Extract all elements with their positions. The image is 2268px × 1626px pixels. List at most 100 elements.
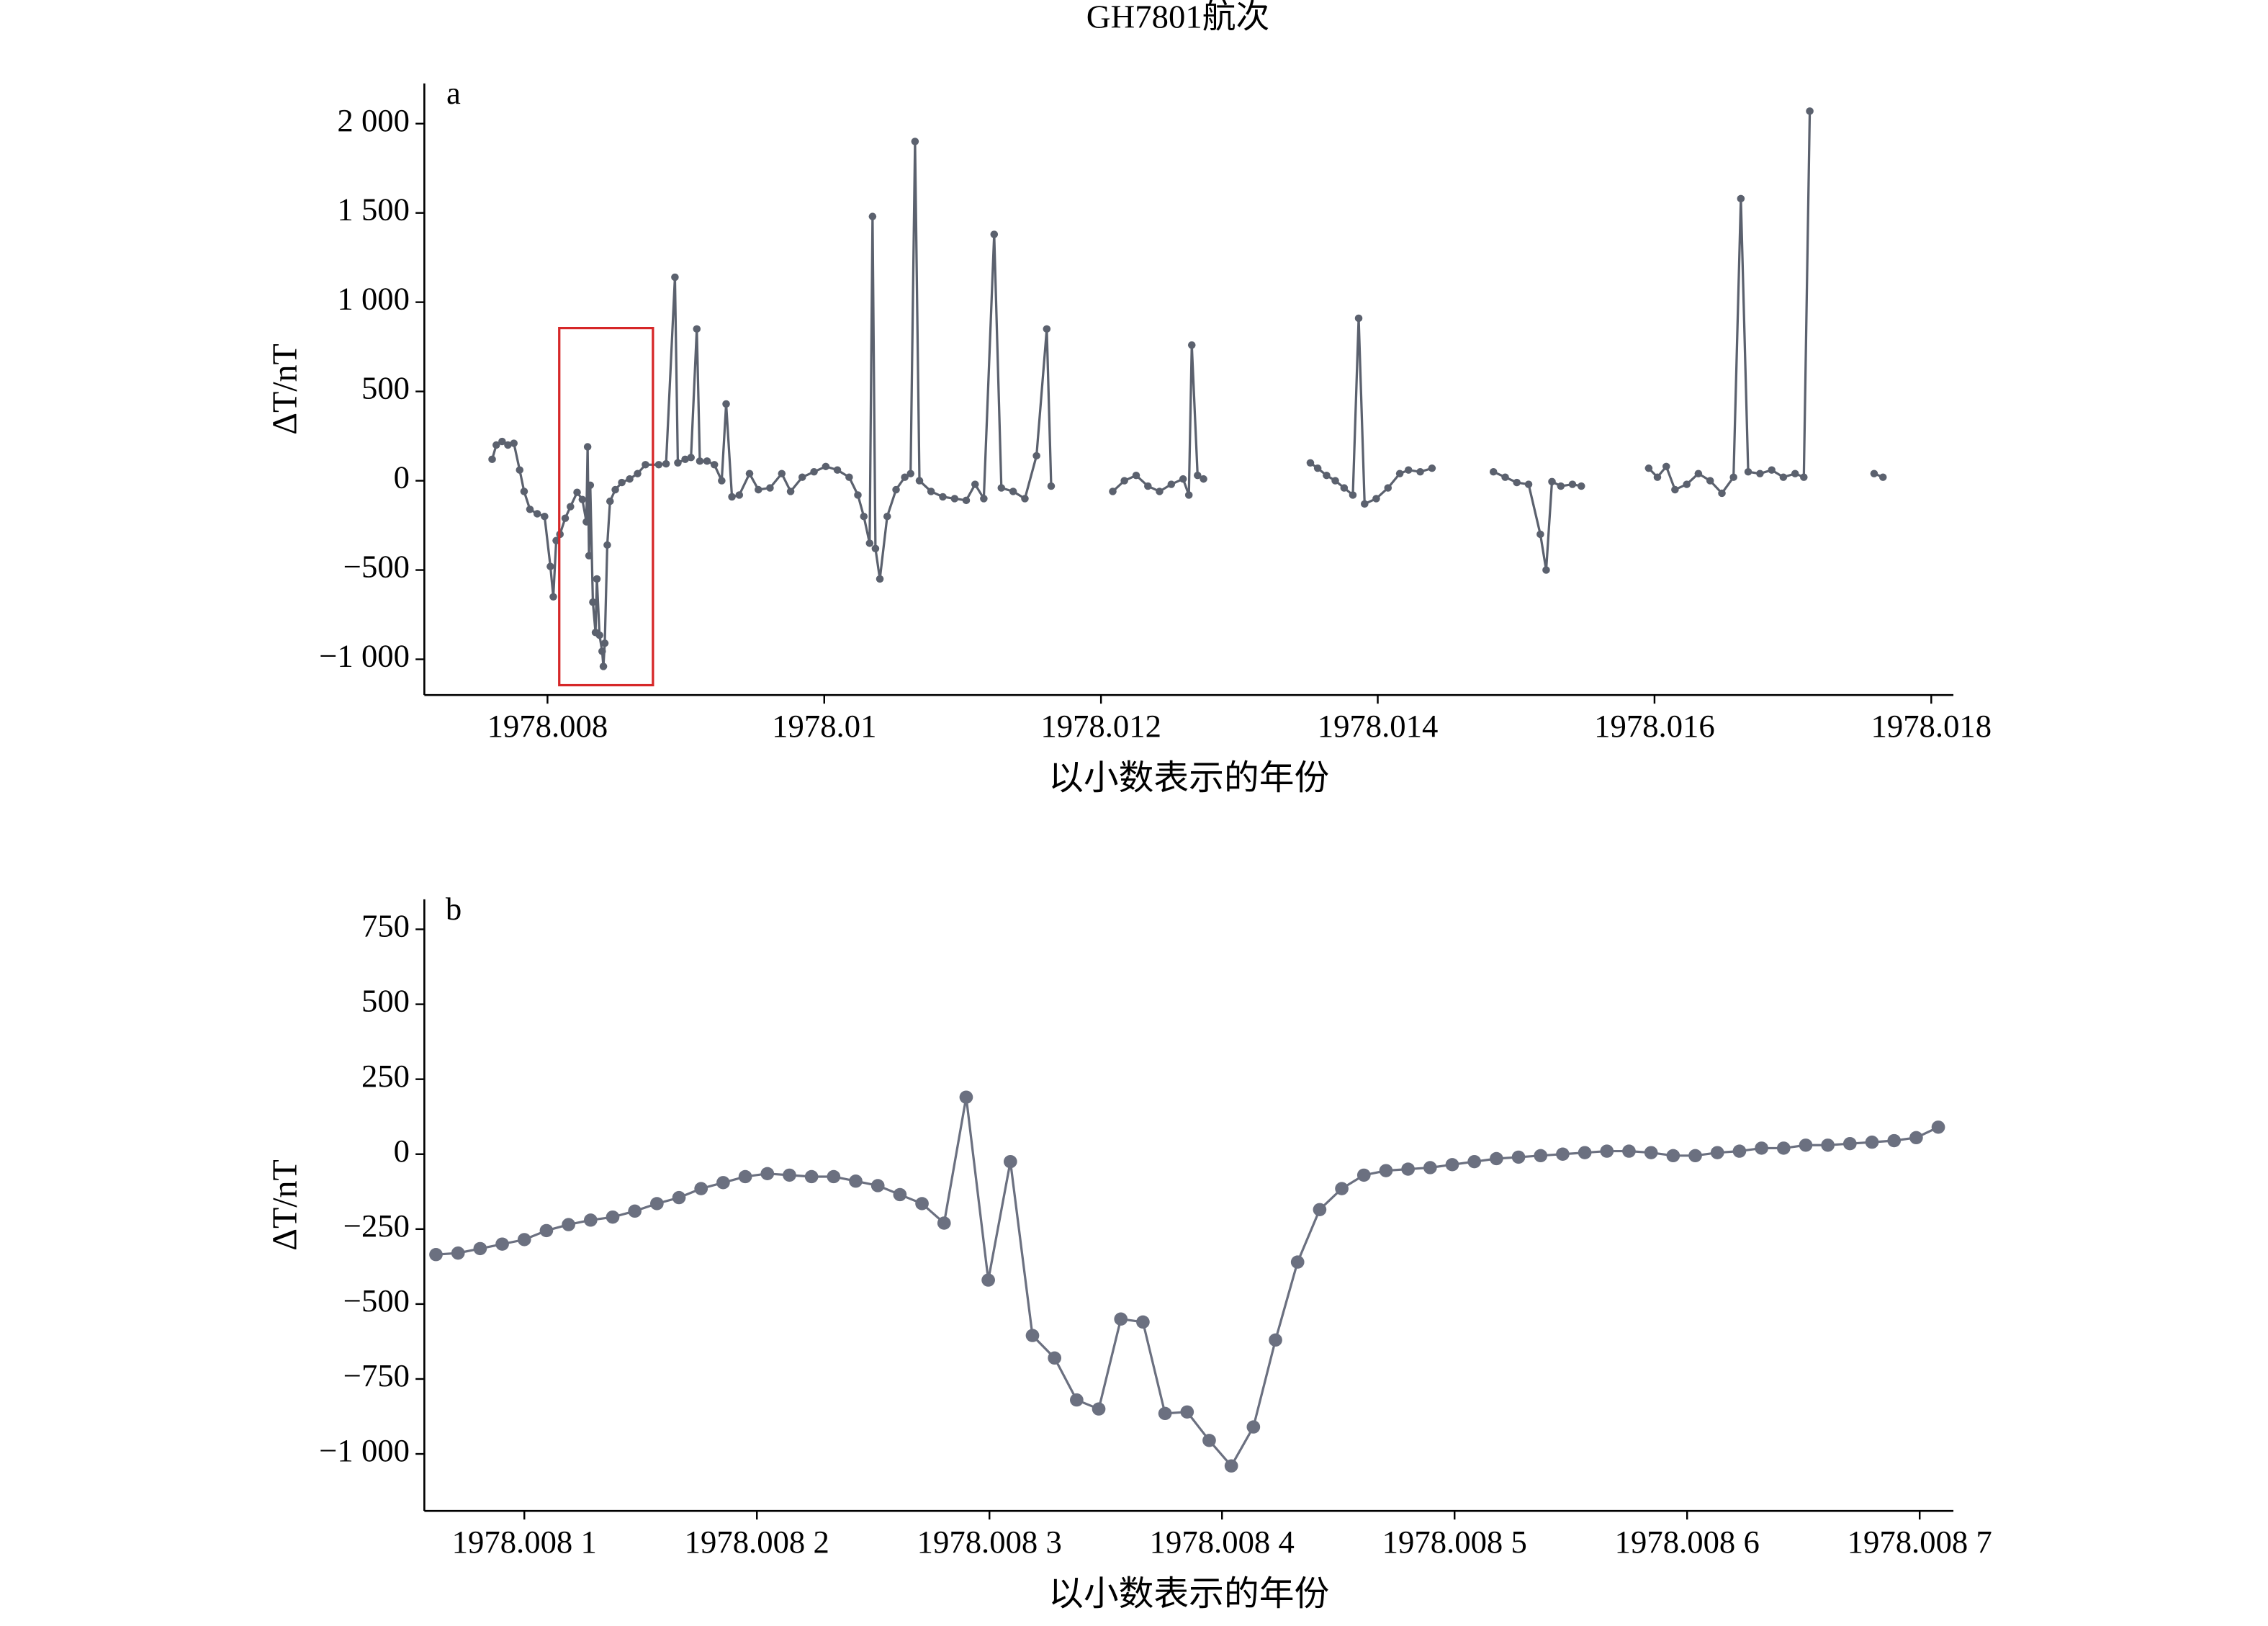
- x-tick-label: 1978.008: [487, 709, 608, 745]
- data-point: [860, 512, 868, 521]
- data-point: [1246, 1420, 1261, 1434]
- data-point: [990, 230, 999, 238]
- data-point: [1109, 488, 1117, 495]
- data-point: [901, 473, 909, 481]
- data-point: [911, 138, 919, 145]
- data-point: [672, 1190, 686, 1205]
- data-point: [865, 539, 874, 547]
- data-point: [1423, 1161, 1437, 1174]
- data-line: [490, 111, 1884, 667]
- data-point: [687, 454, 695, 462]
- data-point: [1799, 1138, 1813, 1152]
- data-point: [1384, 484, 1392, 492]
- data-point: [1032, 452, 1040, 460]
- data-point: [1662, 462, 1670, 470]
- data-point: [589, 598, 597, 606]
- data-point: [778, 470, 786, 477]
- x-tick-label: 1978.008 7: [1848, 1524, 1992, 1560]
- data-point: [603, 541, 611, 549]
- data-point: [1870, 470, 1878, 477]
- data-point: [429, 1248, 443, 1262]
- data-point: [1821, 1138, 1835, 1152]
- data-point: [1683, 480, 1691, 488]
- data-point: [883, 512, 891, 521]
- data-point: [798, 473, 806, 481]
- data-point: [876, 575, 884, 583]
- data-point: [1688, 1149, 1702, 1163]
- data-point: [710, 461, 719, 469]
- data-point: [1070, 1393, 1084, 1407]
- data-point: [1361, 500, 1369, 508]
- y-tick-label: 250: [361, 1058, 410, 1094]
- data-point: [1114, 1312, 1128, 1326]
- data-point: [1009, 488, 1017, 495]
- x-tick-label: 1978.012: [1040, 709, 1161, 745]
- data-point: [606, 497, 614, 506]
- data-point: [849, 1174, 863, 1188]
- data-point: [804, 1169, 819, 1184]
- data-point: [1340, 484, 1349, 492]
- data-point: [893, 1187, 907, 1202]
- x-tick-label: 1978.008 1: [452, 1524, 597, 1560]
- data-point: [1666, 1149, 1680, 1163]
- data-point: [498, 437, 506, 446]
- data-point: [1467, 1154, 1482, 1169]
- data-point: [703, 457, 711, 465]
- data-point: [868, 212, 877, 220]
- x-tick-label: 1978.008 5: [1382, 1524, 1527, 1560]
- data-point: [1524, 480, 1533, 488]
- data-point: [892, 485, 900, 494]
- y-tick-label: 750: [361, 908, 410, 944]
- data-point: [1180, 1405, 1194, 1419]
- data-point: [845, 473, 853, 481]
- data-point: [1800, 473, 1808, 481]
- data-point: [1043, 325, 1051, 333]
- data-point: [671, 273, 679, 282]
- x-tick-label: 1978.01: [772, 709, 876, 745]
- data-point: [561, 514, 570, 522]
- data-point: [827, 1169, 841, 1184]
- data-point: [1744, 468, 1752, 476]
- data-point: [1184, 491, 1193, 499]
- data-point: [1092, 1402, 1106, 1416]
- data-point: [611, 485, 619, 494]
- data-point: [1806, 107, 1814, 115]
- data-point: [755, 485, 762, 494]
- data-point: [1224, 1459, 1238, 1473]
- y-tick-label: 500: [361, 370, 410, 406]
- data-point: [628, 1204, 642, 1218]
- data-point: [1120, 477, 1128, 485]
- data-point: [650, 1197, 664, 1210]
- data-point: [606, 1210, 620, 1224]
- data-point: [906, 470, 914, 477]
- data-point: [1395, 470, 1404, 477]
- data-point: [871, 544, 880, 553]
- data-point: [562, 1218, 575, 1231]
- data-point: [1548, 477, 1556, 486]
- data-point: [1323, 471, 1331, 480]
- data-point: [1021, 495, 1029, 503]
- data-point: [674, 459, 682, 467]
- data-point: [1653, 473, 1662, 481]
- data-point: [766, 484, 774, 492]
- x-tick-label: 1978.018: [1871, 709, 1992, 745]
- data-point: [1737, 194, 1745, 203]
- data-point: [716, 1176, 730, 1190]
- data-point: [1501, 473, 1509, 481]
- data-point: [642, 461, 649, 469]
- data-point: [810, 468, 818, 476]
- data-point: [1776, 1141, 1791, 1155]
- data-point: [1167, 480, 1176, 488]
- data-point: [1003, 1154, 1017, 1169]
- data-point: [1622, 1144, 1636, 1158]
- data-point: [1909, 1131, 1923, 1145]
- data-point: [1372, 495, 1380, 503]
- data-point: [473, 1241, 487, 1256]
- data-point: [1556, 1147, 1570, 1161]
- data-point: [1671, 485, 1679, 494]
- data-point: [1842, 1136, 1857, 1151]
- data-point: [1706, 477, 1714, 485]
- data-point: [541, 512, 549, 521]
- data-point: [959, 1090, 973, 1104]
